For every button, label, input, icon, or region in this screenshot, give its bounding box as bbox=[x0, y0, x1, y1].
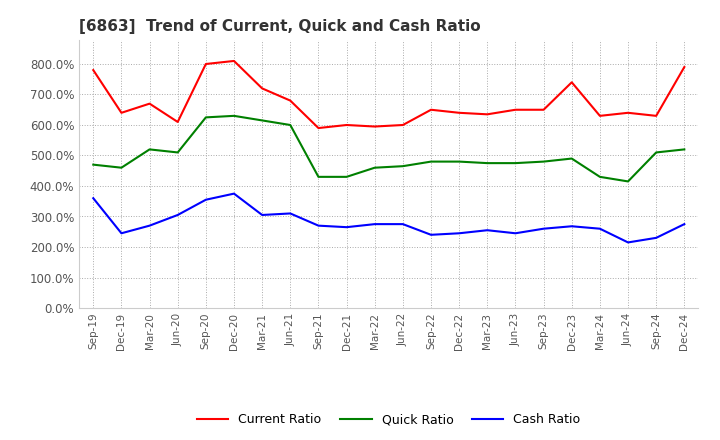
Current Ratio bbox=[174, 119, 182, 125]
Cash Ratio bbox=[624, 240, 632, 245]
Current Ratio bbox=[427, 107, 436, 112]
Current Ratio bbox=[680, 64, 688, 70]
Quick Ratio bbox=[202, 115, 210, 120]
Cash Ratio bbox=[145, 223, 154, 228]
Current Ratio bbox=[202, 61, 210, 66]
Quick Ratio bbox=[286, 122, 294, 128]
Quick Ratio bbox=[483, 161, 492, 166]
Quick Ratio bbox=[258, 118, 266, 123]
Quick Ratio bbox=[174, 150, 182, 155]
Cash Ratio bbox=[427, 232, 436, 238]
Cash Ratio bbox=[483, 227, 492, 233]
Current Ratio bbox=[117, 110, 126, 115]
Quick Ratio bbox=[89, 162, 98, 167]
Cash Ratio bbox=[455, 231, 464, 236]
Quick Ratio bbox=[624, 179, 632, 184]
Cash Ratio bbox=[230, 191, 238, 196]
Line: Quick Ratio: Quick Ratio bbox=[94, 116, 684, 181]
Cash Ratio bbox=[399, 221, 408, 227]
Current Ratio bbox=[342, 122, 351, 128]
Text: [6863]  Trend of Current, Quick and Cash Ratio: [6863] Trend of Current, Quick and Cash … bbox=[79, 19, 481, 34]
Cash Ratio bbox=[89, 195, 98, 201]
Cash Ratio bbox=[117, 231, 126, 236]
Quick Ratio bbox=[370, 165, 379, 170]
Cash Ratio bbox=[539, 226, 548, 231]
Cash Ratio bbox=[342, 224, 351, 230]
Current Ratio bbox=[624, 110, 632, 115]
Current Ratio bbox=[230, 59, 238, 64]
Current Ratio bbox=[145, 101, 154, 106]
Quick Ratio bbox=[230, 113, 238, 118]
Current Ratio bbox=[455, 110, 464, 115]
Quick Ratio bbox=[595, 174, 604, 180]
Cash Ratio bbox=[314, 223, 323, 228]
Quick Ratio bbox=[539, 159, 548, 164]
Current Ratio bbox=[567, 80, 576, 85]
Current Ratio bbox=[370, 124, 379, 129]
Current Ratio bbox=[511, 107, 520, 112]
Current Ratio bbox=[539, 107, 548, 112]
Quick Ratio bbox=[117, 165, 126, 170]
Quick Ratio bbox=[399, 164, 408, 169]
Quick Ratio bbox=[511, 161, 520, 166]
Current Ratio bbox=[258, 86, 266, 91]
Cash Ratio bbox=[595, 226, 604, 231]
Quick Ratio bbox=[567, 156, 576, 161]
Current Ratio bbox=[89, 67, 98, 73]
Cash Ratio bbox=[258, 213, 266, 218]
Cash Ratio bbox=[567, 224, 576, 229]
Current Ratio bbox=[595, 113, 604, 118]
Current Ratio bbox=[483, 112, 492, 117]
Quick Ratio bbox=[342, 174, 351, 180]
Cash Ratio bbox=[202, 197, 210, 202]
Cash Ratio bbox=[370, 221, 379, 227]
Current Ratio bbox=[314, 125, 323, 131]
Line: Cash Ratio: Cash Ratio bbox=[94, 194, 684, 242]
Cash Ratio bbox=[511, 231, 520, 236]
Quick Ratio bbox=[314, 174, 323, 180]
Cash Ratio bbox=[652, 235, 660, 241]
Quick Ratio bbox=[145, 147, 154, 152]
Current Ratio bbox=[399, 122, 408, 128]
Legend: Current Ratio, Quick Ratio, Cash Ratio: Current Ratio, Quick Ratio, Cash Ratio bbox=[192, 408, 585, 431]
Quick Ratio bbox=[427, 159, 436, 164]
Cash Ratio bbox=[174, 213, 182, 218]
Current Ratio bbox=[652, 113, 660, 118]
Quick Ratio bbox=[652, 150, 660, 155]
Cash Ratio bbox=[680, 221, 688, 227]
Current Ratio bbox=[286, 98, 294, 103]
Quick Ratio bbox=[455, 159, 464, 164]
Line: Current Ratio: Current Ratio bbox=[94, 61, 684, 128]
Quick Ratio bbox=[680, 147, 688, 152]
Cash Ratio bbox=[286, 211, 294, 216]
